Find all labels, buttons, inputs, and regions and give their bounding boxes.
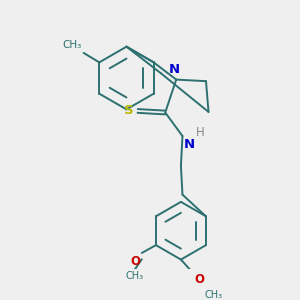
Text: O: O bbox=[130, 254, 140, 268]
Text: O: O bbox=[194, 273, 204, 286]
Text: H: H bbox=[196, 126, 204, 139]
Text: N: N bbox=[169, 62, 180, 76]
Text: N: N bbox=[184, 138, 195, 151]
Text: CH₃: CH₃ bbox=[126, 271, 144, 281]
Text: CH₃: CH₃ bbox=[62, 40, 81, 50]
Text: S: S bbox=[124, 104, 134, 117]
Text: CH₃: CH₃ bbox=[204, 290, 222, 300]
